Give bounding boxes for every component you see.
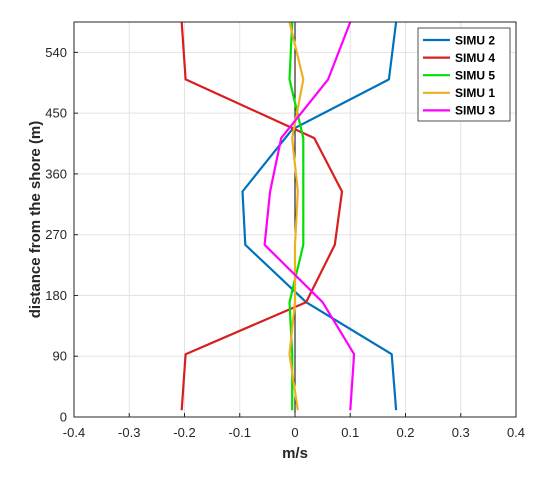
y-tick-label: 450 [45,106,67,121]
x-tick-label: 0.3 [452,425,470,440]
legend-entry-label: SIMU 1 [455,86,495,100]
series-line-simu-1 [288,21,305,411]
series-group [180,21,398,411]
series-line-simu-4 [180,21,344,411]
series-line-simu-5 [288,21,305,411]
x-tick-label: -0.1 [229,425,251,440]
y-tick-label: 0 [60,410,67,425]
x-tick-label: 0.2 [396,425,414,440]
legend-entry-label: SIMU 5 [455,69,495,83]
x-tick-label: -0.2 [173,425,195,440]
y-tick-labels: 0 90 180 270 360 450 540 [45,45,78,425]
y-axis-label: distance from the shore (m) [27,121,44,319]
y-tick-label: 180 [45,288,67,303]
legend-entry-label: SIMU 2 [455,33,495,47]
x-tick-labels: -0.4 -0.3 -0.2 -0.1 0 0.1 0.2 0.3 0.4 [63,413,525,440]
series-line-simu-2 [241,21,398,411]
x-tick-label: -0.3 [118,425,140,440]
x-tick-label: 0.4 [507,425,525,440]
legend-entry-label: SIMU 4 [455,51,495,65]
x-tick-label: -0.4 [63,425,85,440]
legend: SIMU 2 SIMU 4 SIMU 5 SIMU 1 SIMU 3 [417,27,511,122]
y-tick-label: 360 [45,166,67,181]
series-line-simu-3 [263,21,356,411]
x-tick-label: 0.1 [341,425,359,440]
y-tick-label: 90 [53,349,67,364]
legend-entry-label: SIMU 3 [455,104,495,118]
x-axis-label: m/s [282,445,308,462]
x-tick-label: 0 [291,425,298,440]
y-tick-label: 270 [45,227,67,242]
y-tick-label: 540 [45,45,67,60]
